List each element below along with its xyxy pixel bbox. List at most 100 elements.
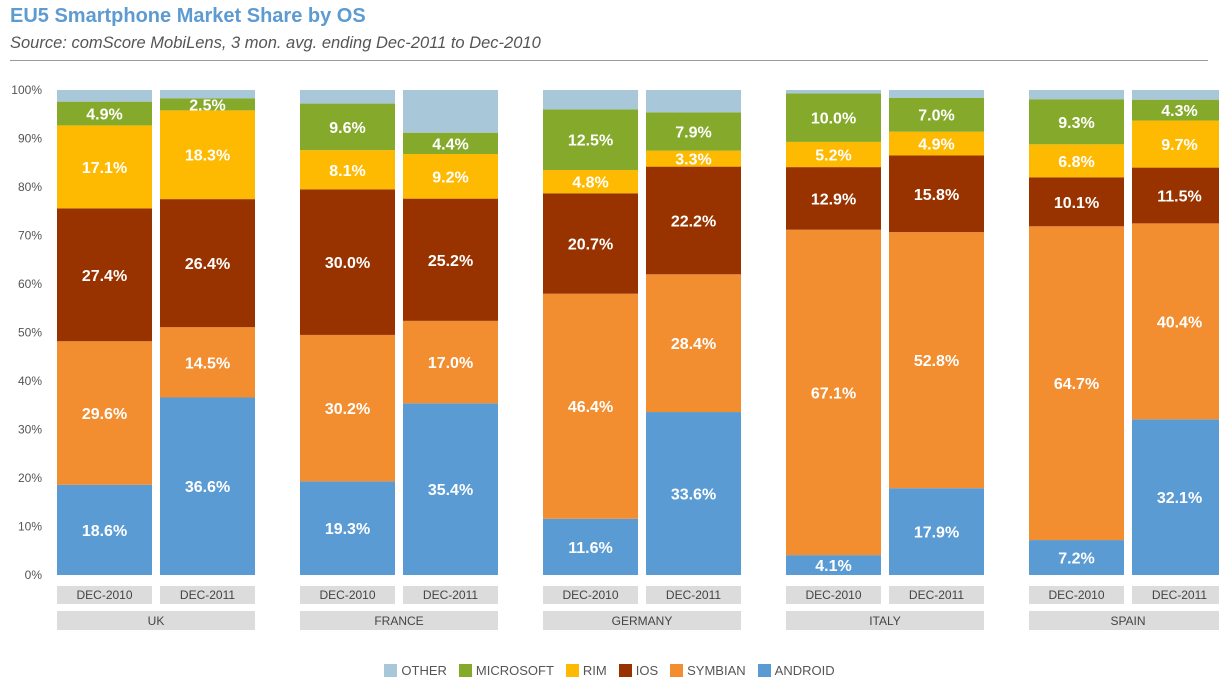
data-label: 32.1% (1157, 490, 1202, 507)
bar-segment-rim (889, 131, 984, 156)
bar-segment-other (786, 90, 881, 94)
data-label: 10.1% (1054, 195, 1099, 212)
legend-label: RIM (582, 663, 607, 678)
x-category-box (160, 586, 255, 604)
bar-segment-ios (300, 189, 395, 335)
y-tick-label: 30% (18, 423, 42, 437)
bar-segment-microsoft (1132, 99, 1219, 121)
data-label: 11.6% (568, 540, 612, 557)
data-label: 12.5% (568, 133, 613, 150)
data-label: 26.4% (185, 256, 230, 273)
bar-segment-rim (1029, 144, 1124, 178)
data-label: 14.5% (185, 355, 230, 372)
x-category-box (543, 586, 638, 604)
bar-segment-ios (1132, 167, 1219, 224)
data-label: 46.4% (568, 399, 613, 416)
data-label: 67.1% (811, 385, 856, 402)
data-label: 52.8% (914, 353, 959, 370)
x-category-label: DEC-2010 (1048, 588, 1104, 602)
bar-segment-microsoft (543, 109, 638, 171)
stacked-bar-chart: 0% 10% 20% 30% 40% 50% 60% 70% 80% 90% 100% 18.6% 29… (11, 83, 1219, 630)
x-category-box (57, 586, 152, 604)
data-label: 19.3% (325, 521, 370, 538)
y-tick-label: 40% (18, 374, 42, 388)
bar-segment-microsoft (300, 103, 395, 151)
y-tick-label: 60% (18, 277, 42, 291)
bar-segment-other (646, 90, 741, 113)
legend-item-android: ANDROID (757, 663, 835, 678)
bar-segment-android (1029, 540, 1124, 575)
bar-segment-ios (543, 193, 638, 294)
x-category-label: DEC-2010 (319, 588, 375, 602)
data-label: 4.1% (815, 558, 851, 575)
x-category-label: DEC-2011 (1152, 588, 1207, 602)
data-label: 4.9% (86, 107, 122, 124)
title-divider (10, 60, 1208, 61)
y-tick-label: 20% (18, 471, 42, 485)
legend-item-other: OTHER (384, 663, 447, 678)
bar-segment-ios (403, 198, 498, 321)
bar-segment-rim (786, 141, 881, 168)
bar-segment-microsoft (57, 101, 152, 126)
x-category-label: DEC-2010 (805, 588, 861, 602)
legend-swatch (384, 664, 398, 677)
data-label: 9.3% (1058, 115, 1094, 132)
x-category-box (300, 586, 395, 604)
bar-segment-ios (646, 166, 741, 275)
data-label: 30.2% (325, 401, 370, 418)
bar-segment-symbian (1132, 223, 1219, 420)
data-label: 17.0% (428, 355, 473, 372)
data-label: 7.2% (1058, 551, 1094, 568)
bar-segment-symbian (646, 274, 741, 413)
bar-segment-rim (543, 170, 638, 194)
x-category-label: DEC-2011 (180, 588, 235, 602)
legend-label: MICROSOFT (475, 663, 554, 678)
x-category-box (889, 586, 984, 604)
data-label: 9.6% (329, 120, 365, 137)
bar-segment-microsoft (160, 98, 255, 111)
bar-segment-android (889, 488, 984, 575)
data-label: 35.4% (428, 482, 473, 499)
bar-segment-microsoft (646, 112, 741, 151)
y-tick-label: 90% (18, 132, 42, 146)
bar-segment-symbian (786, 229, 881, 556)
x-group-label: GERMANY (612, 614, 673, 628)
bar-segment-symbian (160, 327, 255, 398)
bar-segment-symbian (403, 320, 498, 404)
bar-segment-microsoft (403, 132, 498, 155)
bar-segment-other (543, 90, 638, 110)
bar-segment-rim (300, 150, 395, 190)
chart-subtitle: Source: comScore MobiLens, 3 mon. avg. e… (10, 34, 541, 52)
data-label: 7.9% (675, 124, 711, 141)
y-tick-label: 10% (18, 520, 42, 534)
bar-segment-android (57, 484, 152, 575)
data-label: 36.6% (185, 479, 230, 496)
bar-segment-android (160, 397, 255, 575)
bar-segment-rim (57, 125, 152, 209)
data-label: 20.7% (568, 237, 613, 254)
bar-segment-symbian (300, 334, 395, 482)
x-category-label: DEC-2011 (909, 588, 964, 602)
data-label: 18.6% (82, 523, 127, 540)
legend-item-rim: RIM (565, 663, 607, 678)
data-label: 27.4% (82, 268, 127, 285)
data-label: 7.0% (918, 108, 954, 125)
data-label: 25.2% (428, 253, 473, 270)
x-category-box (403, 586, 498, 604)
chart-legend: OTHER MICROSOFT RIM IOS SYMBIAN ANDROID (0, 663, 1219, 678)
bar-segment-ios (786, 167, 881, 230)
bar-segment-android (300, 481, 395, 575)
data-label: 9.2% (432, 169, 468, 186)
y-tick-label: 0% (25, 568, 43, 582)
x-group-box (57, 611, 255, 630)
x-group-box (300, 611, 498, 630)
x-group-box (1029, 611, 1219, 630)
bar-segment-android (646, 412, 741, 575)
data-label: 9.7% (1161, 137, 1197, 154)
data-label: 3.3% (675, 152, 711, 169)
data-label: 4.9% (918, 137, 954, 154)
legend-swatch (618, 664, 632, 677)
bar-segment-microsoft (1029, 99, 1124, 145)
legend-label: OTHER (401, 663, 447, 678)
data-label: 29.6% (82, 406, 127, 423)
